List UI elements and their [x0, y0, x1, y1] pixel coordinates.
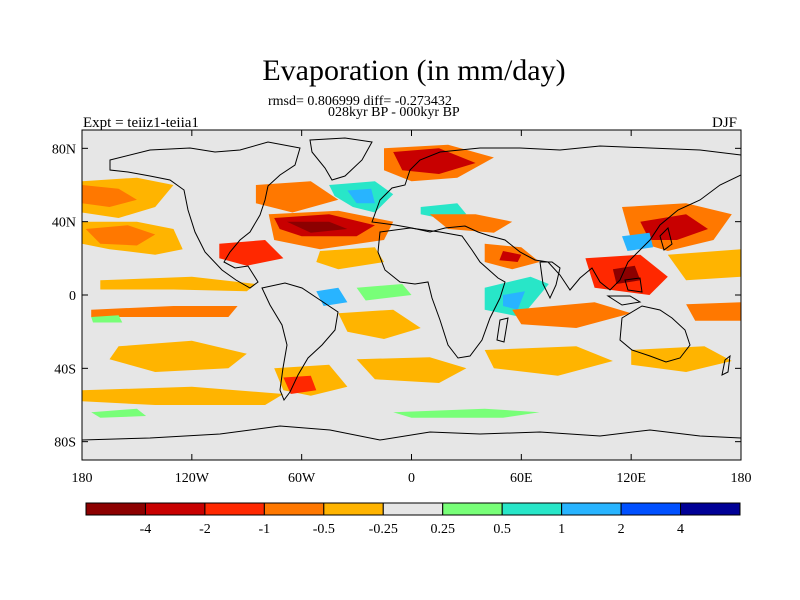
stats-line: rmsd= 0.806999 diff= -0.273432 [268, 94, 452, 109]
x-tick-label-4: 60E [510, 471, 533, 486]
field-region-15 [347, 188, 375, 204]
colorbar-box-8 [561, 502, 622, 516]
colorbar-label-3: -0.5 [313, 522, 335, 537]
colorbar-label-4: -0.25 [369, 522, 398, 537]
colorbar-box-1 [144, 502, 206, 516]
field-region-37 [640, 214, 708, 240]
field-region-28 [393, 408, 540, 418]
field-region-17 [393, 148, 476, 174]
x-tick-label-6: 180 [731, 471, 752, 486]
field-region-8 [91, 315, 123, 323]
y-tick-label-0: 80N [52, 142, 76, 157]
field-region-41 [667, 249, 741, 281]
colorbar-label-8: 2 [618, 522, 625, 537]
field-region-27 [356, 357, 467, 383]
x-tick-label-3: 0 [408, 471, 415, 486]
field-region-32 [499, 251, 522, 262]
field-region-23 [356, 284, 412, 301]
colorbar-box-6 [442, 502, 503, 516]
x-tick-label-1: 120W [175, 471, 210, 486]
colorbar-box-2 [204, 502, 265, 516]
colorbar-label-0: -4 [140, 522, 152, 537]
field-region-30 [503, 291, 525, 310]
y-tick-label-3: 40S [54, 362, 76, 377]
coastline-south-america [261, 282, 339, 402]
field-region-9 [91, 408, 147, 418]
field-region-7 [82, 386, 284, 405]
field-region-42 [686, 302, 741, 321]
colorbar-box-5 [382, 502, 444, 516]
field-region-38 [622, 232, 654, 251]
evaporation-field [82, 144, 741, 418]
colorbar-label-6: 0.5 [493, 522, 511, 537]
colorbar-box-7 [501, 502, 563, 516]
field-region-4 [100, 276, 256, 292]
field-region-5 [91, 306, 238, 317]
y-tick-label-1: 40N [52, 216, 76, 231]
field-region-20 [219, 240, 284, 266]
colorbar: -4 -2 -1 -0.5 -0.25 0.25 0.5 1 2 4 [85, 502, 741, 537]
map-title: Evaporation (in mm/day) [262, 54, 566, 87]
coastline-greenland [309, 137, 373, 181]
coastlines [82, 137, 741, 441]
field-region-35 [631, 346, 732, 372]
coastline-madagascar [496, 317, 509, 343]
coastline-africa [377, 227, 506, 359]
y-axis: 80N 40N 0 40S 80S [52, 142, 741, 451]
field-region-3 [85, 225, 156, 246]
colorbar-box-9 [620, 502, 682, 516]
coastline-north-america [109, 141, 301, 289]
colorbar-label-1: -2 [199, 522, 211, 537]
x-axis: 180 120W 60W 0 60E 120E 180 [72, 130, 752, 486]
field-region-10 [255, 181, 339, 213]
x-tick-label-0: 180 [72, 471, 93, 486]
colorbar-label-5: 0.25 [430, 522, 455, 537]
season-label: DJF [712, 115, 738, 131]
coastline-maritime-continent [606, 277, 643, 306]
field-region-24 [338, 309, 421, 339]
map-subtitle: 028kyr BP - 000kyr BP [328, 105, 460, 120]
field-region-13 [287, 221, 348, 233]
field-region-1 [82, 185, 137, 207]
field-region-6 [109, 340, 247, 372]
colorbar-box-0 [85, 502, 146, 516]
experiment-label: Expt = teiiz1-teiia1 [83, 115, 199, 131]
coastline-antarctica [82, 425, 741, 441]
coastline-india [539, 261, 561, 300]
field-region-33 [512, 302, 632, 328]
field-region-22 [316, 287, 348, 306]
field-region-21 [316, 247, 384, 270]
colorbar-label-9: 4 [677, 522, 684, 537]
coastline-eurasia [371, 145, 741, 291]
coastline-new-zealand [721, 354, 731, 376]
coastline-japan [659, 227, 673, 251]
field-region-34 [484, 346, 613, 376]
colorbar-label-2: -1 [259, 522, 271, 537]
colorbar-box-3 [263, 502, 325, 516]
colorbar-box-4 [323, 502, 384, 516]
colorbar-label-7: 1 [558, 522, 565, 537]
x-tick-label-2: 60W [288, 471, 316, 486]
y-tick-label-2: 0 [69, 289, 76, 304]
colorbar-box-10 [680, 502, 741, 516]
coastline-australia [619, 305, 691, 363]
x-tick-label-5: 120E [616, 471, 646, 486]
y-tick-label-4: 80S [54, 436, 76, 451]
field-region-19 [429, 214, 513, 233]
